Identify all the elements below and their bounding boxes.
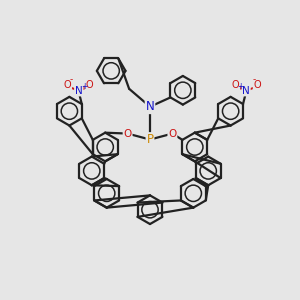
Text: O: O [232, 80, 239, 90]
Text: -: - [69, 75, 73, 84]
Text: O: O [64, 80, 71, 90]
Text: O: O [168, 129, 176, 139]
Text: +: + [81, 82, 87, 91]
Text: O: O [124, 129, 132, 139]
Text: N: N [146, 100, 154, 113]
Text: P: P [146, 133, 154, 146]
Text: +: + [238, 82, 244, 91]
Text: O: O [254, 80, 261, 90]
Text: O: O [85, 80, 93, 90]
Text: N: N [75, 85, 83, 96]
Text: N: N [242, 85, 250, 96]
Text: -: - [252, 75, 255, 84]
